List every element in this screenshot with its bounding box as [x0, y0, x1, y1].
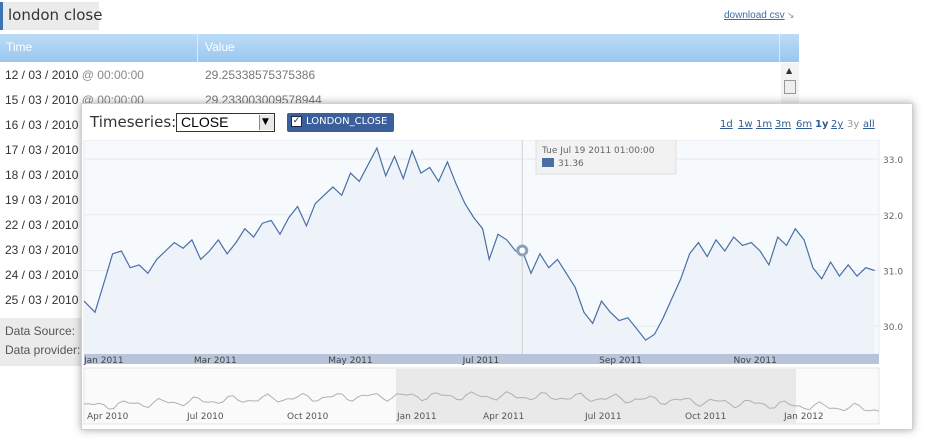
zoom-all[interactable]: all: [863, 119, 875, 130]
table-row: 16 / 03 / 2010: [5, 118, 79, 132]
series-checkbox[interactable]: ✓: [291, 116, 302, 127]
data-source-label: Data Source:: [5, 324, 76, 338]
row-date: 15 / 03 / 2010: [5, 93, 79, 107]
navigator-tick-label: Oct 2010: [287, 412, 329, 422]
column-divider: [779, 34, 780, 62]
y-axis-labels: 33.0 32.0 31.0 30.0: [883, 156, 903, 333]
series-toggle-label[interactable]: LONDON_CLOSE: [306, 116, 388, 127]
zoom-3y: 3y: [847, 119, 860, 130]
table-row: 24 / 03 / 2010: [5, 268, 79, 282]
series-toggle[interactable]: [287, 113, 394, 132]
row-time: @ 00:00:00: [81, 68, 144, 82]
navigator-tick-label: Jan 2011: [396, 412, 437, 422]
timeseries-label: Timeseries:: [90, 113, 177, 131]
zoom-1w[interactable]: 1w: [738, 119, 753, 130]
data-provider-label: Data provider:: [5, 343, 81, 357]
scroll-up-icon[interactable]: ▲: [786, 66, 793, 75]
navigator-labels: Apr 2010 Jul 2010 Oct 2010 Jan 2011 Apr 2011…: [87, 412, 824, 422]
dataset-title: london close: [8, 6, 103, 24]
y-tick-label: 31.0: [883, 267, 903, 277]
zoom-1d[interactable]: 1d: [720, 119, 733, 130]
navigator-line: [83, 391, 880, 412]
tooltip-swatch: [542, 158, 554, 167]
table-row: 18 / 03 / 2010: [5, 168, 79, 182]
hover-marker: [516, 244, 529, 257]
scroll-thumb[interactable]: [784, 80, 796, 94]
column-divider: [197, 34, 198, 62]
timeseries-select-value[interactable]: CLOSE: [181, 114, 229, 130]
x-axis-labels: Jan 2011 Mar 2011 May 2011 Jul 2011 Sep 2011…: [83, 356, 777, 366]
navigator-tick-label: Jul 2011: [584, 412, 622, 422]
navigator-tick-label: Apr 2010: [87, 412, 129, 422]
x-tick-label: Sep 2011: [599, 356, 642, 366]
y-tick-label: 32.0: [883, 212, 903, 222]
table-row: 25 / 03 / 2010: [5, 293, 79, 307]
source-footer: [0, 318, 82, 366]
download-csv-link[interactable]: download csv: [724, 10, 785, 21]
x-axis-bar: [84, 354, 879, 364]
navigator-tick-label: Jan 2012: [783, 412, 824, 422]
tooltip-box: [535, 140, 677, 175]
navigator-selection[interactable]: [396, 369, 796, 423]
x-tick-label: Jul 2011: [462, 356, 500, 366]
navigator-tick-label: Oct 2011: [685, 412, 726, 422]
tooltip-date: Tue Jul 19 2011 01:00:00: [541, 146, 655, 156]
series-line: [83, 146, 875, 341]
row-value: 29.25338575375386: [205, 68, 316, 82]
table-row: 22 / 03 / 2010: [5, 218, 79, 232]
table-row: 19 / 03 / 2010: [5, 193, 79, 207]
y-tick-label: 30.0: [883, 323, 903, 333]
table-header: [0, 34, 799, 62]
chart-area[interactable]: Tue Jul 19 2011 01:00:00 31.36 33.032.03…: [81, 140, 911, 428]
timeseries-select[interactable]: [176, 113, 275, 132]
x-tick-label: Mar 2011: [194, 356, 237, 366]
navigator-tick-label: Apr 2011: [483, 412, 524, 422]
arrow-down-right-icon: ↘: [787, 11, 795, 21]
tooltip-value: 31.36: [558, 159, 584, 169]
table-row: 12 / 03 / 2010 @ 00:00:00: [5, 68, 144, 82]
column-header-value[interactable]: Value: [205, 40, 235, 54]
row-date: 12 / 03 / 2010: [5, 68, 79, 82]
chevron-down-icon[interactable]: ▼: [262, 117, 269, 127]
hover-point-center: [519, 247, 526, 254]
dropdown-button[interactable]: [259, 115, 274, 130]
x-tick-label: May 2011: [328, 356, 372, 366]
table-row: 17 / 03 / 2010: [5, 143, 79, 157]
zoom-3m[interactable]: 3m: [775, 119, 792, 130]
dataset-title-box: [0, 2, 99, 30]
column-header-time[interactable]: Time: [6, 40, 33, 54]
zoom-2y[interactable]: 2y: [831, 119, 844, 130]
navigator-tick-label: Jul 2010: [186, 412, 224, 422]
x-tick-label: Nov 2011: [733, 356, 776, 366]
series-area: [84, 148, 875, 354]
zoom-6m[interactable]: 6m: [796, 119, 813, 130]
x-tick-label: Jan 2011: [83, 356, 124, 366]
zoom-1m[interactable]: 1m: [756, 119, 773, 130]
zoom-1y[interactable]: 1y: [815, 119, 829, 130]
y-tick-label: 33.0: [883, 156, 903, 166]
table-row: 23 / 03 / 2010: [5, 243, 79, 257]
